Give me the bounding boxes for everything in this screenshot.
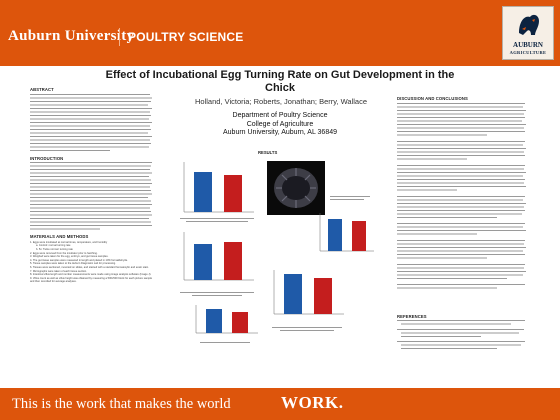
poster-affiliation: Department of Poultry Science College of… (215, 112, 345, 138)
university-wordmark[interactable]: Auburn University (8, 28, 135, 44)
methods-item: 6. Tissues were sectioned, mounted on sl… (30, 265, 149, 269)
figure-4-caption (266, 327, 348, 336)
footer-tagline: This is the work that makes the world (12, 396, 231, 412)
figure-3-bar-control (194, 244, 212, 280)
left-column: ABSTRACT INTRODUCTION (30, 88, 153, 284)
methods-item: b. 5x: Twice normal: turning rate (36, 247, 73, 251)
introduction-text-lines (30, 162, 152, 230)
methods-heading: MATERIALS AND METHODS (30, 234, 89, 240)
figure-4-chart (266, 268, 346, 324)
figure-3-chart (176, 230, 256, 290)
references-text-lines (397, 320, 525, 350)
discussion-text-block (397, 102, 527, 315)
logo-text: AUBURN (513, 41, 543, 49)
methods-item: 4. The gut tissue samples were measured … (30, 258, 128, 262)
figure-1-bar-5x (224, 175, 242, 212)
poster-title: Effect of Incubational Egg Turning Rate … (95, 69, 465, 95)
figure-5-bar-control (206, 309, 222, 333)
figure-4-bar-5x (314, 278, 332, 314)
figure-2-svg (319, 213, 374, 252)
footer-banner: This is the work that makes the world WO… (0, 388, 560, 420)
figure-3-caption (176, 292, 258, 301)
methods-item: 7. Micrographs were taken of each tissue… (30, 269, 87, 273)
methods-item: 9. Villus count as well as villus height… (30, 276, 153, 284)
figure-5-caption (190, 342, 260, 348)
figure-1-chart (176, 160, 256, 224)
college-logo[interactable]: AUBURN AGRICULTURE (502, 6, 554, 60)
methods-item: 2. Eggs were removed from the incubator … (30, 251, 98, 255)
figure-5-bar-5x (232, 312, 248, 333)
results-heading: RESULTS (258, 150, 278, 155)
footer-work-wordmark: WORK. (281, 393, 344, 412)
methods-item: 3. Weighed were taken for the egg, embry… (30, 255, 109, 259)
abstract-text-block (30, 93, 153, 157)
affiliation-department: Department of Poultry Science (232, 112, 328, 119)
right-column: DISCUSSION AND CONCLUSIONS (397, 97, 527, 354)
tiger-icon (519, 14, 539, 35)
department-name: POULTRY SCIENCE (128, 30, 244, 44)
introduction-heading: INTRODUCTION (30, 155, 64, 161)
methods-item: 1. Eggs were incubated at normal times, … (30, 240, 108, 244)
header-banner: Auburn University POULTRY SCIENCE AUBURN… (0, 0, 560, 66)
affiliation-address: Auburn University, Auburn, AL 36849 (222, 129, 338, 136)
figure-2-chart (314, 211, 376, 261)
figure-4-bar-control (284, 274, 302, 314)
figure-3-svg (183, 232, 254, 281)
figure-1-bar-control (194, 172, 212, 212)
methods-item: a. Control: normal turning rate (36, 244, 71, 248)
figure-2-bar-5x (352, 221, 366, 251)
references-text-block (397, 320, 527, 354)
references-heading: REFERENCES (397, 313, 427, 319)
figure-5-svg (195, 305, 258, 334)
abstract-heading: ABSTRACT (30, 87, 54, 92)
figure-1-caption (176, 218, 258, 227)
methods-list: 1. Eggs were incubated at normal times, … (30, 241, 153, 284)
poster-authors: Holland, Victoria; Roberts, Jonathan; Be… (194, 97, 368, 106)
header-divider (119, 28, 120, 46)
poster-title-line1: Effect of Incubational Egg Turning Rate … (105, 69, 455, 81)
methods-item: 5. Tissue samples were taken to the Aubu… (30, 262, 116, 266)
figure-3-bar-5x (224, 242, 242, 280)
figure-4-svg (273, 270, 344, 315)
micrograph-svg (267, 161, 325, 215)
affiliation-college: College of Agriculture (246, 120, 314, 128)
figure-5-chart (190, 303, 260, 339)
discussion-heading: DISCUSSION AND CONCLUSIONS (397, 96, 468, 101)
logo-subtext: AGRICULTURE (509, 50, 547, 55)
poster-title-line2: Chick (265, 82, 295, 94)
introduction-text-block (30, 162, 153, 235)
micrograph-image (267, 161, 325, 215)
figure-1-svg (183, 162, 254, 213)
discussion-text-lines (397, 102, 526, 289)
micrograph-caption (330, 196, 376, 205)
abstract-text-lines (30, 93, 152, 151)
methods-item: 8. Intestinal villus length and number m… (30, 273, 152, 277)
figure-2-bar-control (328, 219, 342, 251)
